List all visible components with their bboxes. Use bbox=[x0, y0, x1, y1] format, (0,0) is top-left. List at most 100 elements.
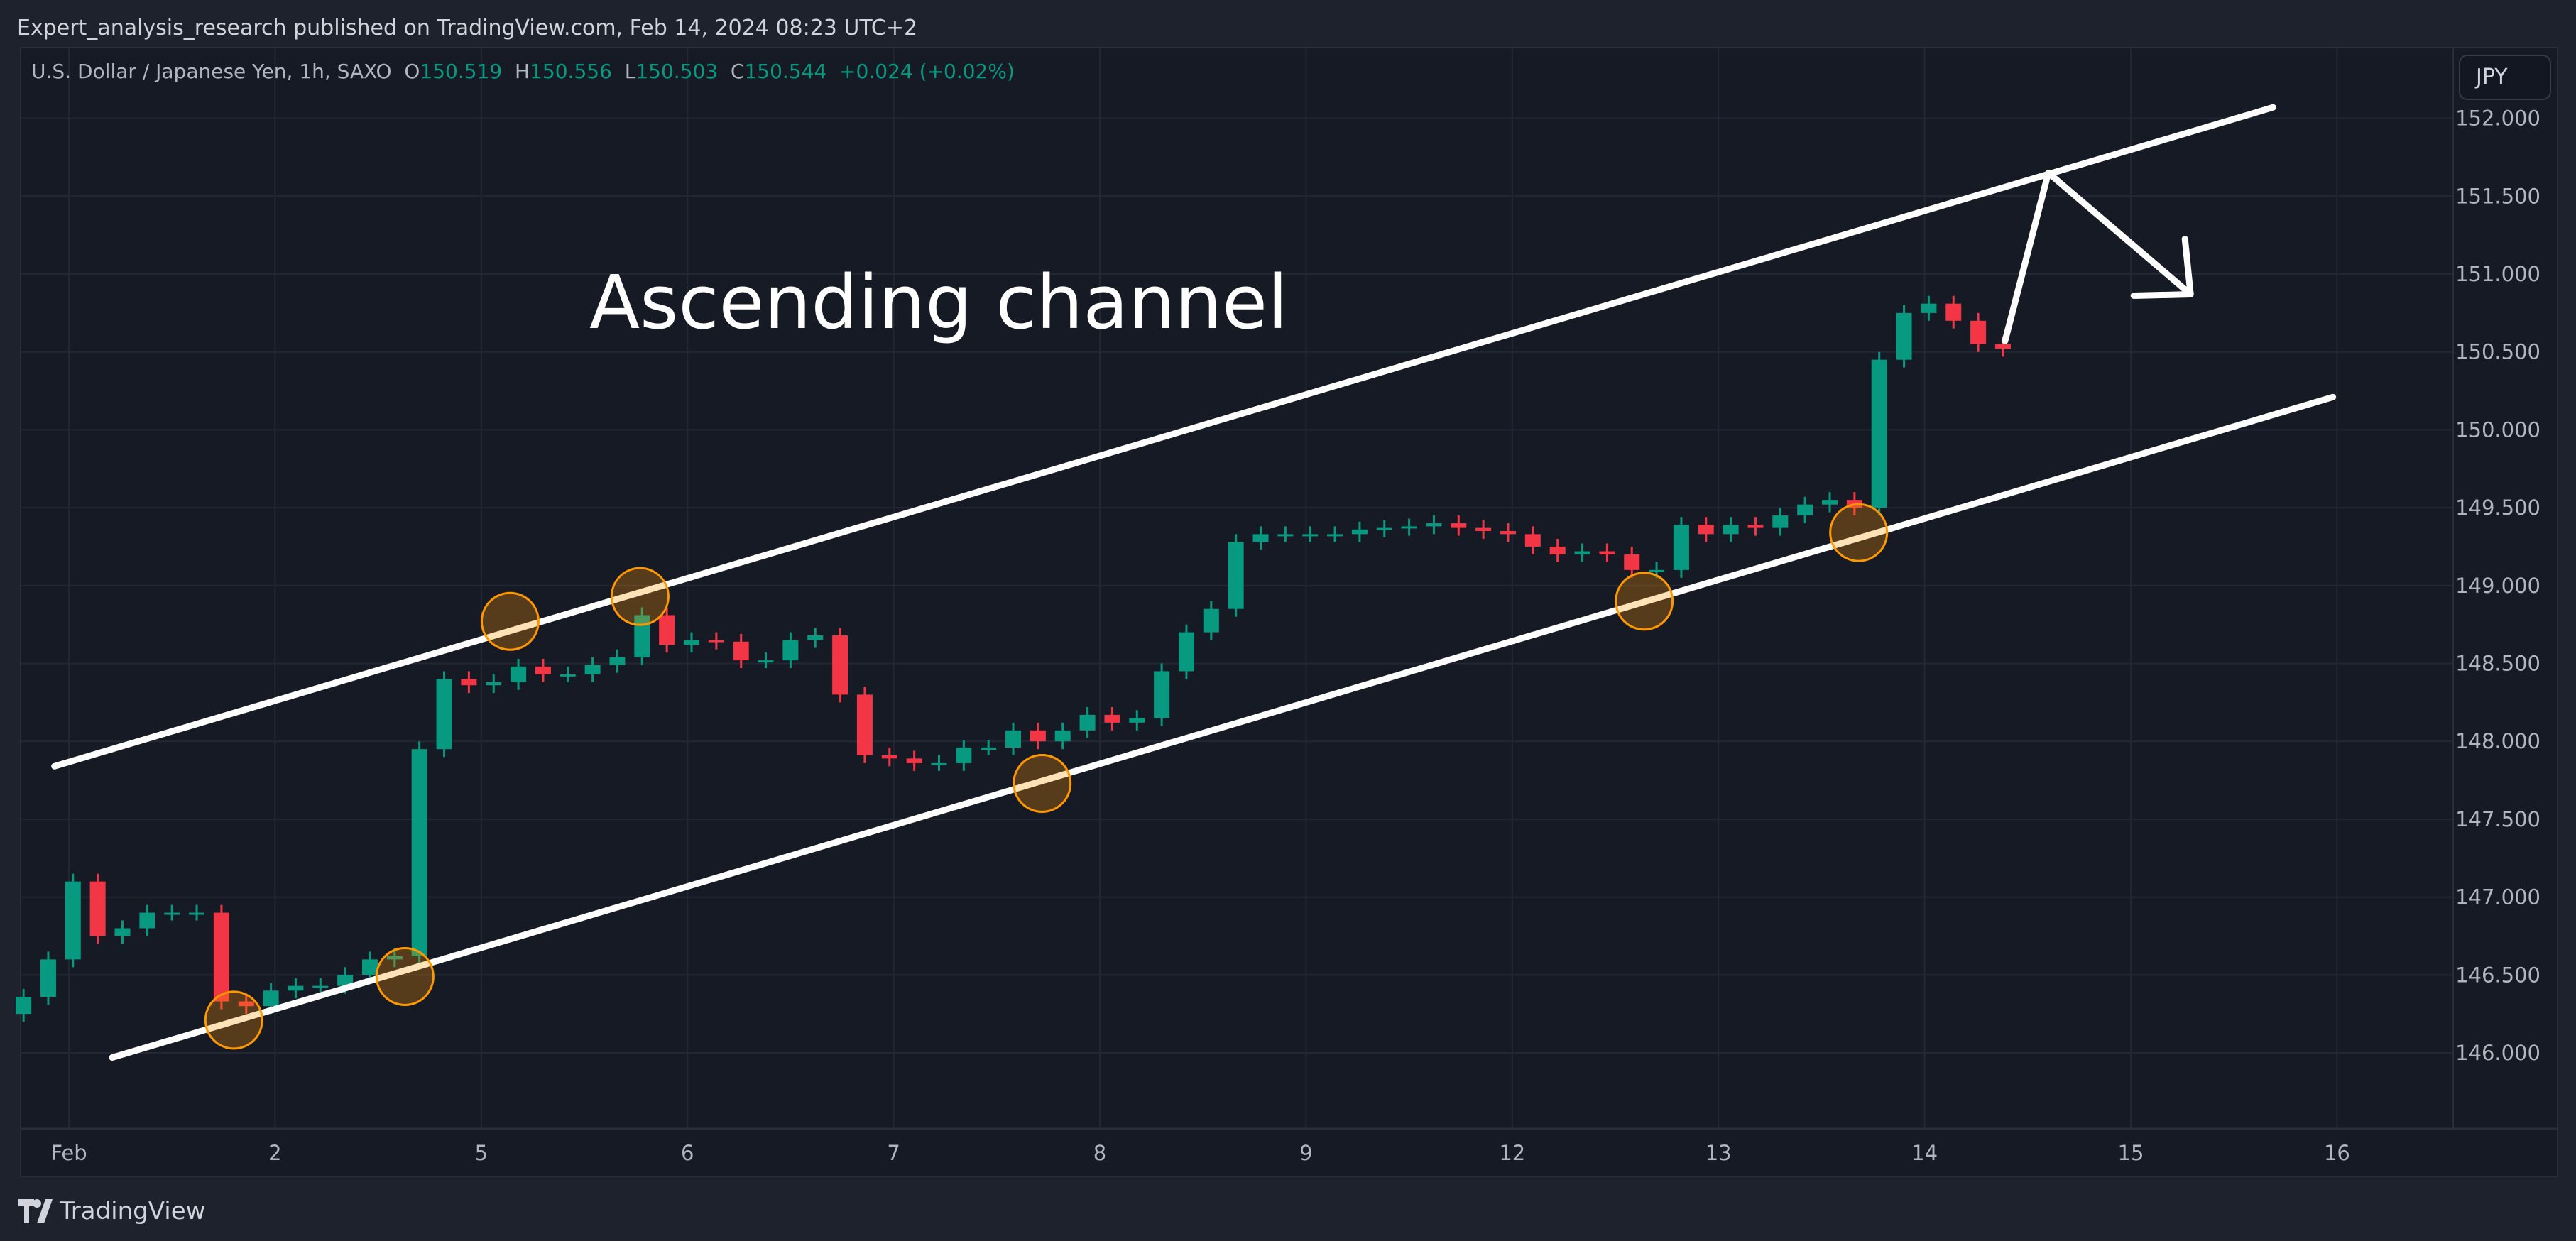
price-tick-label: 147.500 bbox=[2455, 807, 2540, 831]
candle-body bbox=[1747, 525, 1764, 528]
currency-button[interactable]: JPY bbox=[2459, 55, 2551, 100]
candle-body bbox=[1277, 534, 1294, 537]
candle-body bbox=[906, 758, 922, 763]
candle-body bbox=[807, 635, 824, 640]
candle-body bbox=[1252, 534, 1269, 542]
touch-point-circle[interactable] bbox=[610, 567, 670, 626]
candle-body bbox=[856, 694, 873, 755]
close-label: C bbox=[730, 60, 745, 83]
candle-body bbox=[263, 990, 279, 1007]
change-value: +0.024 (+0.02%) bbox=[839, 60, 1015, 83]
candle-body bbox=[337, 975, 354, 986]
candle-body bbox=[1203, 608, 1219, 633]
candle-body bbox=[1129, 718, 1145, 723]
low-value: 150.503 bbox=[635, 60, 719, 83]
touch-point-circle[interactable] bbox=[1615, 572, 1674, 631]
arrowhead-icon bbox=[2130, 236, 2194, 300]
candle-body bbox=[1649, 569, 1665, 572]
candle-body bbox=[708, 640, 724, 643]
candle-body bbox=[1228, 542, 1244, 609]
time-tick-label: 15 bbox=[2118, 1141, 2144, 1165]
candle-body bbox=[213, 912, 229, 1002]
chart-pane[interactable] bbox=[20, 47, 2558, 1177]
high-value: 150.556 bbox=[530, 60, 612, 83]
touch-point-circle[interactable] bbox=[1829, 503, 1889, 562]
price-tick-label: 146.000 bbox=[2455, 1041, 2540, 1065]
candle-body bbox=[832, 635, 848, 695]
candle-body bbox=[1994, 344, 2011, 349]
close-value: 150.544 bbox=[744, 60, 827, 83]
candle-body bbox=[733, 641, 749, 661]
candle-body bbox=[1030, 730, 1046, 742]
price-tick-label: 151.500 bbox=[2455, 184, 2540, 208]
tradingview-logo-icon bbox=[18, 1199, 53, 1223]
annotation-ascending-channel[interactable]: Ascending channel bbox=[589, 259, 1288, 346]
candle-body bbox=[1351, 529, 1368, 535]
price-tick-label: 148.000 bbox=[2455, 729, 2540, 753]
candle-body bbox=[1624, 554, 1640, 570]
candle-body bbox=[1451, 523, 1467, 528]
candle-body bbox=[139, 912, 155, 929]
candle-body bbox=[1426, 523, 1442, 527]
candle-body bbox=[1475, 527, 1492, 532]
candle-body bbox=[486, 682, 502, 686]
channel-lower-line[interactable] bbox=[109, 393, 2337, 1061]
projection-arrow[interactable] bbox=[2002, 169, 2194, 344]
candle-body bbox=[1302, 534, 1319, 537]
candle-body bbox=[1970, 320, 1987, 344]
candle-body bbox=[1574, 551, 1590, 554]
touch-point-circle[interactable] bbox=[204, 990, 263, 1050]
open-label: O bbox=[404, 60, 420, 83]
candle-body bbox=[881, 755, 897, 759]
time-tick-label: 9 bbox=[1299, 1141, 1312, 1165]
candle-body bbox=[609, 657, 626, 665]
candle-body bbox=[461, 679, 477, 686]
candle-body bbox=[1401, 526, 1417, 529]
candle-body bbox=[1673, 525, 1689, 570]
touch-point-circle[interactable] bbox=[1013, 753, 1072, 813]
candle-body bbox=[758, 660, 774, 663]
candle-body bbox=[931, 762, 947, 765]
channel-upper-line[interactable] bbox=[51, 104, 2276, 770]
price-tick-label: 149.500 bbox=[2455, 496, 2540, 520]
time-tick-label: 16 bbox=[2324, 1141, 2350, 1165]
candle-body bbox=[312, 985, 329, 988]
candle-body bbox=[411, 749, 427, 956]
candle-body bbox=[511, 666, 527, 682]
candle-body bbox=[164, 912, 180, 915]
time-tick-label: 6 bbox=[681, 1141, 694, 1165]
touch-point-circle[interactable] bbox=[375, 946, 435, 1006]
price-tick-label: 146.500 bbox=[2455, 963, 2540, 987]
price-tick-label: 150.000 bbox=[2455, 417, 2540, 442]
candle-body bbox=[1104, 714, 1120, 723]
time-tick-label: 12 bbox=[1499, 1141, 1525, 1165]
candle-body bbox=[659, 615, 675, 645]
time-tick-label: Feb bbox=[50, 1141, 87, 1165]
candle-body bbox=[1772, 515, 1789, 528]
candle-body bbox=[1599, 551, 1615, 554]
symbol-name[interactable]: U.S. Dollar / Japanese Yen, 1h, SAXO bbox=[31, 60, 392, 83]
candle-body bbox=[1549, 546, 1566, 554]
candle-body bbox=[386, 956, 403, 960]
chart-legend: U.S. Dollar / Japanese Yen, 1h, SAXO O 15… bbox=[31, 60, 1015, 83]
price-tick-label: 150.500 bbox=[2455, 340, 2540, 364]
time-tick-label: 2 bbox=[268, 1141, 281, 1165]
candle-body bbox=[1896, 312, 1912, 360]
candle-body bbox=[238, 1001, 254, 1007]
time-tick-label: 13 bbox=[1705, 1141, 1732, 1165]
price-tick-label: 147.000 bbox=[2455, 885, 2540, 909]
candle-body bbox=[1822, 500, 1838, 505]
candle-body bbox=[1079, 714, 1096, 731]
candle-body bbox=[16, 997, 32, 1015]
candle-body bbox=[361, 959, 378, 975]
candle-body bbox=[1500, 531, 1516, 535]
candle-body bbox=[288, 985, 304, 991]
publish-info: Expert_analysis_research published on Tr… bbox=[17, 16, 918, 40]
candle-body bbox=[1871, 359, 1887, 508]
footer-brand[interactable]: TradingView bbox=[18, 1197, 205, 1225]
candle-body bbox=[189, 912, 205, 915]
touch-point-circle[interactable] bbox=[480, 591, 540, 651]
candle-body bbox=[1005, 730, 1022, 748]
time-tick-label: 8 bbox=[1093, 1141, 1106, 1165]
